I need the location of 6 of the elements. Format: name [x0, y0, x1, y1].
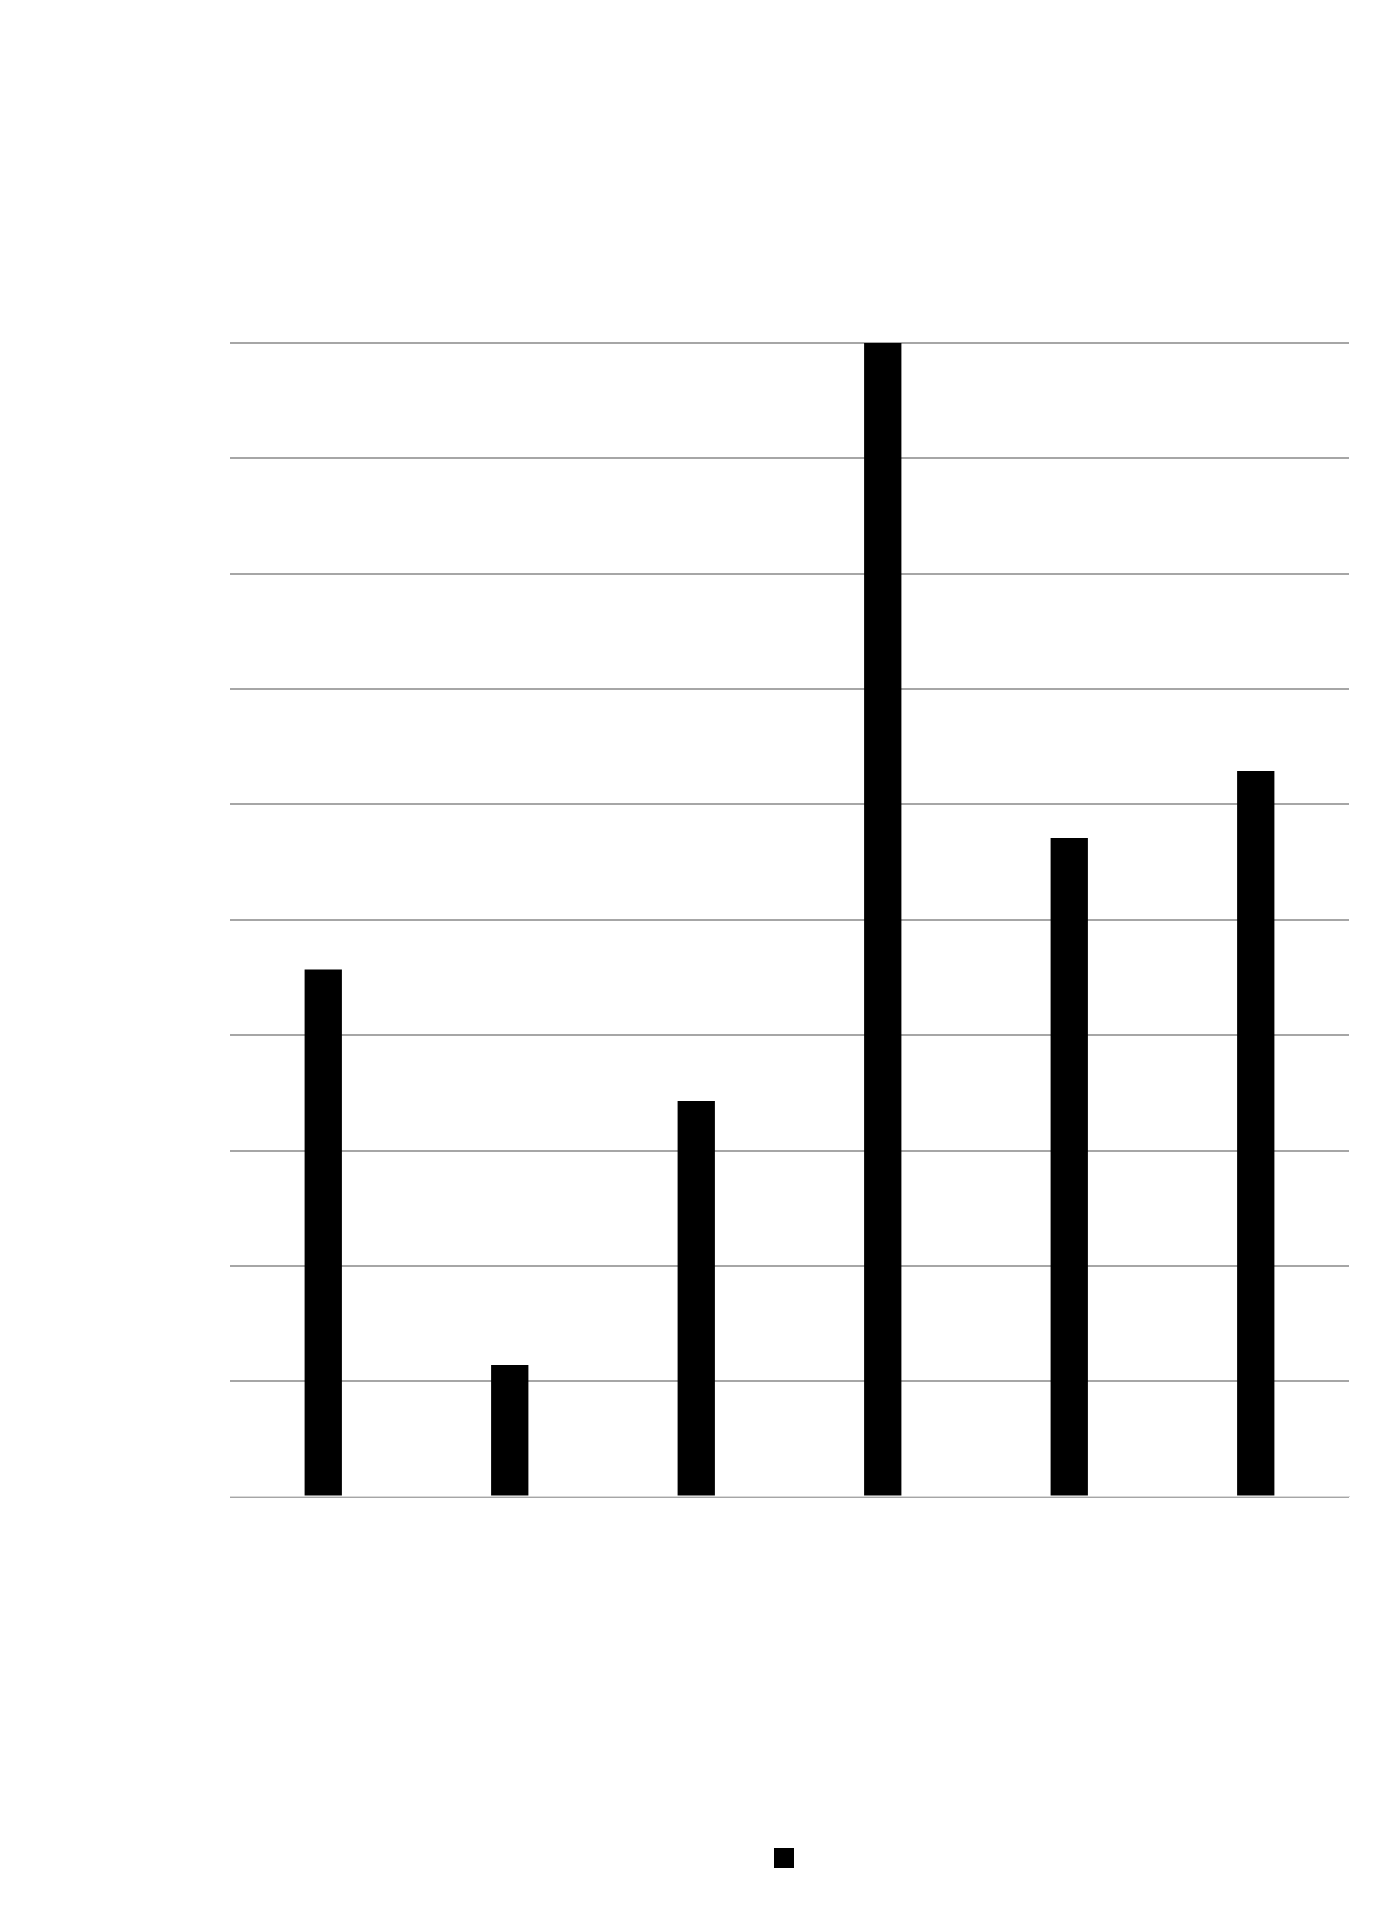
bar	[1050, 837, 1088, 1496]
bar	[864, 343, 902, 1496]
bar	[677, 1100, 715, 1496]
bar	[491, 1365, 529, 1496]
bar	[304, 969, 342, 1496]
bar	[1237, 770, 1275, 1496]
